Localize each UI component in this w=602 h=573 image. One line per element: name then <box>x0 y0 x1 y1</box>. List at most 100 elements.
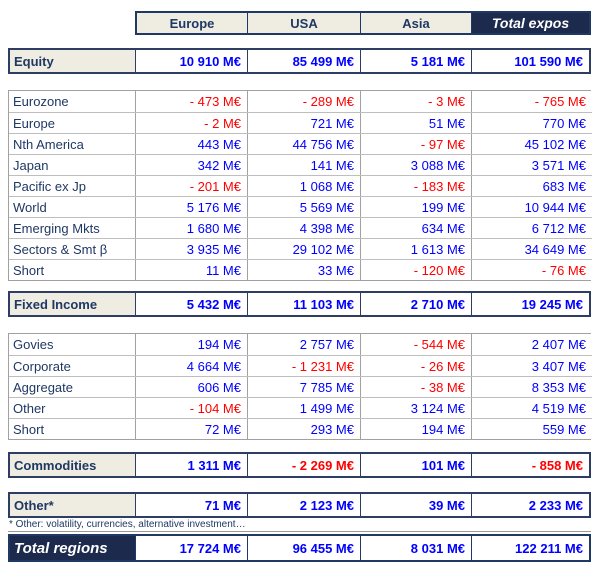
equity-total-value: 101 590 M€ <box>471 50 589 72</box>
detail-value-cell: - 544 M€ <box>360 334 471 355</box>
detail-row: Corporate 4 664 M€ - 1 231 M€ - 26 M€ 3 407 … <box>9 355 592 376</box>
detail-value-cell: 72 M€ <box>135 419 247 439</box>
detail-value-cell: 33 M€ <box>247 260 360 280</box>
detail-value-cell: - 289 M€ <box>247 91 360 112</box>
detail-row: Other - 104 M€ 1 499 M€ 3 124 M€ 4 519 M€ <box>9 397 592 418</box>
detail-value-cell: - 2 M€ <box>135 113 247 133</box>
detail-value-cell: - 473 M€ <box>135 91 247 112</box>
detail-value-cell: 11 M€ <box>135 260 247 280</box>
detail-value-cell: 721 M€ <box>247 113 360 133</box>
detail-value-cell: 2 407 M€ <box>471 334 592 355</box>
column-header-total-expos: Total expos <box>471 13 589 33</box>
detail-row: Govies 194 M€ 2 757 M€ - 544 M€ 2 407 M€ <box>9 334 592 355</box>
detail-value-cell: 770 M€ <box>471 113 592 133</box>
detail-value-cell: 4 519 M€ <box>471 398 592 418</box>
detail-value-cell: 342 M€ <box>135 155 247 175</box>
detail-value-cell: 45 102 M€ <box>471 134 592 154</box>
detail-value-cell: 6 712 M€ <box>471 218 592 238</box>
detail-row: Europe - 2 M€ 721 M€ 51 M€ 770 M€ <box>9 112 592 133</box>
detail-row: Emerging Mkts 1 680 M€ 4 398 M€ 634 M€ 6 712… <box>9 217 592 238</box>
commodities-europe-value: 1 311 M€ <box>135 454 247 476</box>
detail-row: Pacific ex Jp - 201 M€ 1 068 M€ - 183 M€ 683… <box>9 175 592 196</box>
detail-value-cell: 634 M€ <box>360 218 471 238</box>
detail-value-cell: 606 M€ <box>135 377 247 397</box>
separator-line <box>8 531 591 532</box>
detail-value-cell: - 183 M€ <box>360 176 471 196</box>
detail-row: Short 11 M€ 33 M€ - 120 M€ - 76 M€ <box>9 259 592 280</box>
fixed-income-usa-value: 11 103 M€ <box>247 293 360 315</box>
other-label: Other* <box>10 494 135 516</box>
fixed-income-label: Fixed Income <box>10 293 135 315</box>
other-total-value: 2 233 M€ <box>471 494 589 516</box>
detail-value-cell: 29 102 M€ <box>247 239 360 259</box>
detail-value-cell: 10 944 M€ <box>471 197 592 217</box>
commodities-usa-value: - 2 269 M€ <box>247 454 360 476</box>
column-header-europe: Europe <box>137 13 247 33</box>
detail-value-cell: 4 664 M€ <box>135 356 247 376</box>
detail-value-cell: - 76 M€ <box>471 260 592 280</box>
detail-value-cell: - 120 M€ <box>360 260 471 280</box>
detail-value-cell: 1 613 M€ <box>360 239 471 259</box>
detail-value-cell: 1 680 M€ <box>135 218 247 238</box>
commodities-total-value: - 858 M€ <box>471 454 589 476</box>
detail-value-cell: - 104 M€ <box>135 398 247 418</box>
total-regions-europe-value: 17 724 M€ <box>135 536 247 560</box>
detail-value-cell: - 765 M€ <box>471 91 592 112</box>
equity-summary-row: Equity 10 910 M€ 85 499 M€ 5 181 M€ 101 … <box>8 48 591 74</box>
detail-row: World 5 176 M€ 5 569 M€ 199 M€ 10 944 M€ <box>9 196 592 217</box>
detail-row-label: Japan <box>13 157 49 173</box>
detail-value-cell: 559 M€ <box>471 419 592 439</box>
commodities-summary-row: Commodities 1 311 M€ - 2 269 M€ 101 M€ -… <box>8 452 591 478</box>
other-usa-value: 2 123 M€ <box>247 494 360 516</box>
detail-row-label: Nth America <box>13 136 84 152</box>
detail-value-cell: 44 756 M€ <box>247 134 360 154</box>
commodities-asia-value: 101 M€ <box>360 454 471 476</box>
total-regions-usa-value: 96 455 M€ <box>247 536 360 560</box>
other-footnote: * Other: volatility, currencies, alterna… <box>9 519 246 530</box>
commodities-label: Commodities <box>10 454 135 476</box>
detail-value-cell: 8 353 M€ <box>471 377 592 397</box>
equity-usa-value: 85 499 M€ <box>247 50 360 72</box>
other-europe-value: 71 M€ <box>135 494 247 516</box>
detail-row: Sectors & Smt β 3 935 M€ 29 102 M€ 1 613 M€… <box>9 238 592 259</box>
detail-row-label: Short <box>13 421 45 437</box>
detail-value-cell: - 201 M€ <box>135 176 247 196</box>
detail-row: Eurozone - 473 M€ - 289 M€ - 3 M€ - 765 M€ <box>9 91 592 112</box>
detail-value-cell: 34 649 M€ <box>471 239 592 259</box>
detail-value-cell: - 38 M€ <box>360 377 471 397</box>
detail-row-label: Europe <box>13 115 55 131</box>
detail-row-label: Eurozone <box>13 94 69 109</box>
total-regions-row: Total regions 17 724 M€ 96 455 M€ 8 031 … <box>8 534 591 562</box>
detail-value-cell: 683 M€ <box>471 176 592 196</box>
detail-row-label: Govies <box>13 337 54 352</box>
detail-value-cell: 443 M€ <box>135 134 247 154</box>
detail-value-cell: 141 M€ <box>247 155 360 175</box>
detail-value-cell: - 1 231 M€ <box>247 356 360 376</box>
detail-row-label: Corporate <box>13 358 71 374</box>
other-summary-row: Other* 71 M€ 2 123 M€ 39 M€ 2 233 M€ <box>8 492 591 518</box>
exposure-report: Europe USA Asia Total expos Equity 10 91… <box>8 11 592 562</box>
fixed-income-detail-table: Govies 194 M€ 2 757 M€ - 544 M€ 2 407 M€ Corp… <box>8 333 592 440</box>
equity-detail-table: Eurozone - 473 M€ - 289 M€ - 3 M€ - 765 M€ Eu… <box>8 90 592 281</box>
detail-value-cell: 199 M€ <box>360 197 471 217</box>
detail-value-cell: 3 935 M€ <box>135 239 247 259</box>
detail-row-label: Sectors & Smt β <box>13 241 108 257</box>
detail-value-cell: 2 757 M€ <box>247 334 360 355</box>
total-regions-total-value: 122 211 M€ <box>471 536 589 560</box>
detail-row-label: Emerging Mkts <box>13 220 100 236</box>
detail-value-cell: 1 068 M€ <box>247 176 360 196</box>
total-regions-asia-value: 8 031 M€ <box>360 536 471 560</box>
equity-asia-value: 5 181 M€ <box>360 50 471 72</box>
total-regions-label: Total regions <box>10 536 135 560</box>
detail-value-cell: 5 176 M€ <box>135 197 247 217</box>
fixed-income-total-value: 19 245 M€ <box>471 293 589 315</box>
detail-row: Japan 342 M€ 141 M€ 3 088 M€ 3 571 M€ <box>9 154 592 175</box>
detail-value-cell: 3 124 M€ <box>360 398 471 418</box>
detail-row-label: Pacific ex Jp <box>13 178 86 194</box>
detail-value-cell: 3 407 M€ <box>471 356 592 376</box>
detail-value-cell: - 97 M€ <box>360 134 471 154</box>
detail-value-cell: 194 M€ <box>360 419 471 439</box>
detail-row: Nth America 443 M€ 44 756 M€ - 97 M€ 45 102 … <box>9 133 592 154</box>
detail-value-cell: 194 M€ <box>135 334 247 355</box>
detail-row-label: World <box>13 199 47 215</box>
